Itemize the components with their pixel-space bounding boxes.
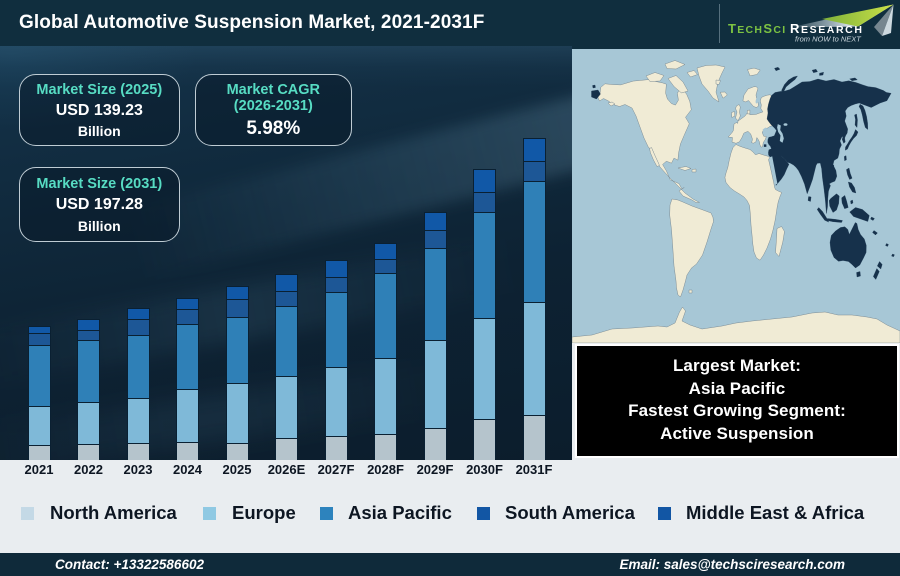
- svg-text:RESEARCH: RESEARCH: [790, 21, 864, 36]
- svg-text:TECHSCI: TECHSCI: [728, 21, 786, 36]
- svg-text:from NOW to NEXT: from NOW to NEXT: [795, 35, 862, 44]
